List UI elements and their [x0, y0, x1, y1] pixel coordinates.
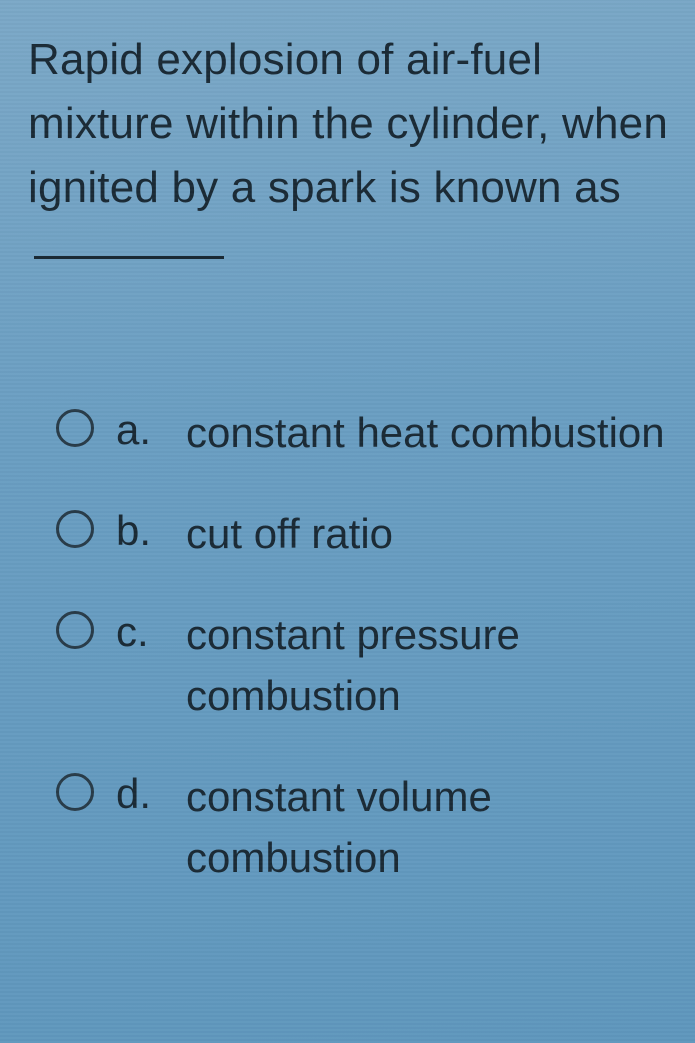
- option-a[interactable]: a. constant heat combustion: [56, 403, 671, 464]
- option-c[interactable]: c. constant pressure combustion: [56, 605, 671, 727]
- option-text: constant heat combustion: [186, 403, 671, 464]
- option-text: constant pressure combustion: [186, 605, 671, 727]
- question-body: Rapid explosion of air-fuel mixture with…: [28, 35, 668, 212]
- question-text: Rapid explosion of air-fuel mixture with…: [28, 28, 671, 283]
- option-d[interactable]: d. constant volume combustion: [56, 767, 671, 889]
- option-letter: a.: [116, 403, 164, 458]
- radio-icon[interactable]: [56, 611, 94, 649]
- options-list: a. constant heat combustion b. cut off r…: [28, 403, 671, 888]
- option-letter: b.: [116, 504, 164, 559]
- radio-icon[interactable]: [56, 510, 94, 548]
- option-text: constant volume combustion: [186, 767, 671, 889]
- option-letter: c.: [116, 605, 164, 660]
- option-text: cut off ratio: [186, 504, 671, 565]
- option-letter: d.: [116, 767, 164, 822]
- option-b[interactable]: b. cut off ratio: [56, 504, 671, 565]
- radio-icon[interactable]: [56, 773, 94, 811]
- fill-blank-line: [34, 256, 224, 259]
- radio-icon[interactable]: [56, 409, 94, 447]
